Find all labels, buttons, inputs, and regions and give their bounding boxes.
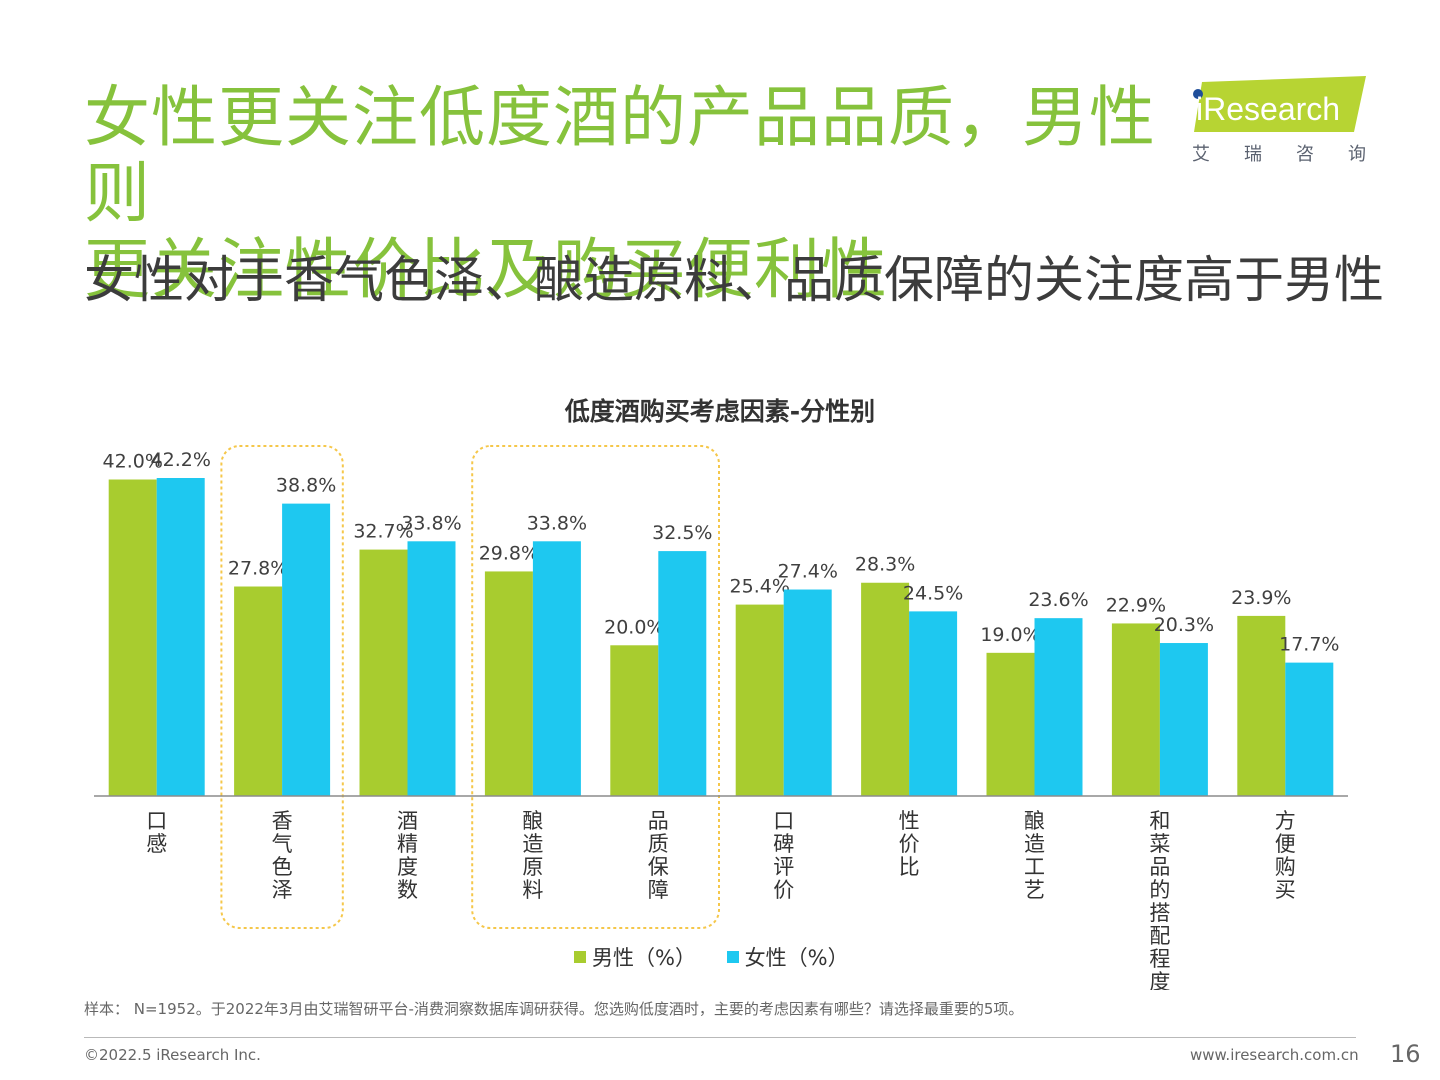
- data-label-male-8: 22.9%: [1106, 594, 1166, 616]
- data-label-male-4: 20.0%: [604, 616, 664, 638]
- data-label-male-9: 23.9%: [1231, 587, 1291, 609]
- category-label-7: 酿造工艺: [1024, 809, 1045, 902]
- page-title: 女性更关注低度酒的产品品质，男性则 更关注性价比及购买便利性: [84, 80, 1194, 308]
- data-label-male-6: 28.3%: [855, 554, 915, 576]
- bar-male-3: [484, 571, 533, 796]
- highlight-box-1: [471, 445, 721, 929]
- category-label-6: 性价比: [899, 809, 920, 879]
- bar-female-6: [909, 611, 958, 796]
- data-label-female-5: 27.4%: [778, 561, 838, 583]
- legend-item-female: 女性（%）: [726, 942, 849, 972]
- data-label-female-3: 33.8%: [527, 512, 587, 534]
- logo-dot: [1193, 89, 1203, 99]
- category-label-4: 品质保障: [648, 809, 669, 902]
- website-link[interactable]: www.iresearch.com.cn: [1190, 1046, 1359, 1064]
- bar-female-1: [282, 503, 331, 796]
- bar-chart: 42.0%42.2%口感27.8%38.8%香气色泽32.7%33.8%酒精度数…: [94, 445, 1348, 990]
- category-label-9: 方便购买: [1275, 809, 1296, 902]
- page-title-line1: 女性更关注低度酒的产品品质，男性则: [84, 79, 1156, 232]
- data-label-female-2: 33.8%: [401, 512, 461, 534]
- bar-male-8: [1111, 623, 1160, 796]
- category-label-1: 香气色泽: [272, 809, 293, 902]
- highlight-box-0: [220, 445, 344, 929]
- bar-female-3: [532, 541, 581, 796]
- bar-female-7: [1034, 618, 1083, 796]
- bar-female-5: [783, 589, 832, 796]
- data-label-female-6: 24.5%: [903, 582, 963, 604]
- data-label-male-1: 27.8%: [228, 558, 288, 580]
- bar-female-0: [156, 478, 205, 796]
- data-label-female-0: 42.2%: [151, 449, 211, 471]
- legend-swatch-male: [574, 951, 586, 963]
- legend-item-male: 男性（%）: [574, 942, 696, 972]
- bar-male-9: [1237, 615, 1286, 796]
- category-label-5: 口碑评价: [773, 809, 794, 902]
- data-label-female-1: 38.8%: [276, 475, 336, 497]
- data-label-male-5: 25.4%: [730, 576, 790, 598]
- bar-male-7: [986, 652, 1035, 796]
- data-label-male-0: 42.0%: [103, 451, 163, 473]
- data-label-male-7: 19.0%: [980, 624, 1040, 646]
- bar-male-4: [610, 645, 659, 796]
- category-label-2: 酒精度数: [397, 809, 418, 902]
- bar-female-2: [407, 541, 456, 796]
- iresearch-logo: iResearch: [1193, 76, 1366, 132]
- page-number: 16: [1390, 1040, 1421, 1068]
- data-label-male-2: 32.7%: [353, 521, 413, 543]
- legend-label-female: 女性（%）: [744, 946, 849, 970]
- data-label-female-8: 20.3%: [1154, 614, 1214, 636]
- legend-label-male: 男性（%）: [592, 946, 696, 970]
- bar-female-9: [1285, 662, 1334, 796]
- logo-wordmark: iResearch: [1196, 91, 1340, 127]
- copyright: ©2022.5 iResearch Inc.: [84, 1046, 261, 1064]
- page-title-line2: 更关注性价比及购买便利性: [84, 231, 888, 308]
- footer-divider: [84, 1037, 1356, 1038]
- chart-legend: 男性（%） 女性（%）: [574, 942, 873, 972]
- data-label-female-9: 17.7%: [1279, 634, 1339, 656]
- data-label-male-3: 29.8%: [479, 542, 539, 564]
- bar-female-4: [658, 551, 707, 796]
- category-label-3: 酿造原料: [522, 809, 543, 902]
- sample-note: 样本： N=1952。于2022年3月由艾瑞智研平台-消费洞察数据库调研获得。您…: [84, 1000, 1024, 1018]
- bar-male-0: [108, 479, 157, 796]
- bar-male-2: [359, 549, 408, 796]
- logo-shape: [1194, 76, 1366, 132]
- category-label-8: 和菜品的搭配程度: [1149, 809, 1170, 990]
- data-label-female-4: 32.5%: [652, 522, 712, 544]
- legend-swatch-female: [726, 951, 739, 963]
- bar-male-5: [735, 604, 784, 796]
- page-subtitle: 女性对于香气色泽、酿造原料、品质保障的关注度高于男性: [84, 251, 1384, 309]
- chart-title: 低度酒购买考虑因素-分性别: [564, 397, 876, 426]
- data-label-female-7: 23.6%: [1028, 589, 1088, 611]
- bar-female-8: [1159, 643, 1208, 796]
- bar-male-6: [861, 582, 910, 796]
- logo-chinese: 艾瑞咨询: [1192, 144, 1400, 165]
- bar-male-1: [234, 586, 283, 796]
- category-label-0: 口感: [146, 809, 167, 856]
